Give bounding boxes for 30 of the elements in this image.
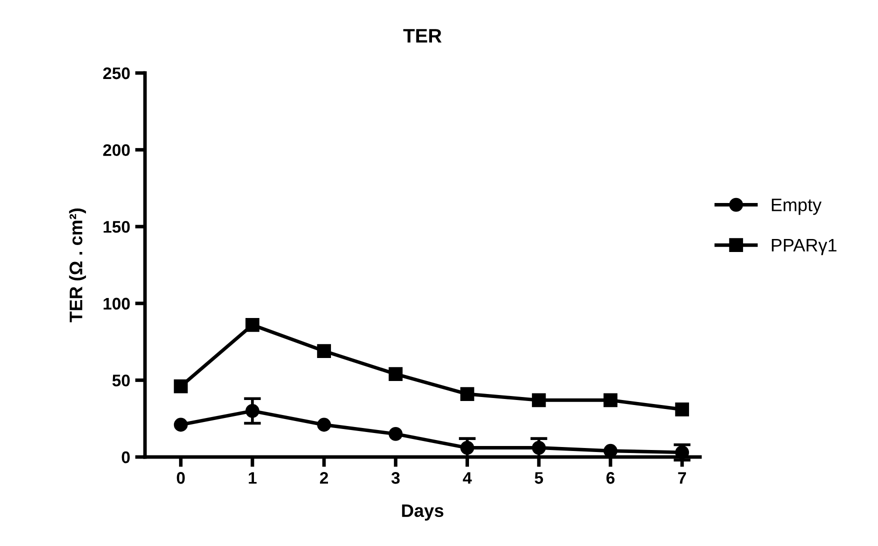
legend-label: PPARγ1 — [772, 239, 836, 256]
point — [388, 367, 403, 381]
y-tick-label: 250 — [103, 67, 130, 80]
x-tick-label: 4 — [462, 472, 472, 484]
x-tick-label: 1 — [248, 472, 257, 484]
point — [317, 344, 331, 358]
x-tick-label: 3 — [391, 472, 400, 484]
point — [460, 387, 474, 401]
y-tick-label: 0 — [122, 451, 130, 464]
x-tick-label: 0 — [176, 472, 185, 484]
point — [388, 427, 403, 441]
point — [675, 402, 690, 416]
point — [532, 393, 546, 408]
y-tick-label: 200 — [103, 144, 130, 156]
x-tick-label: 2 — [320, 472, 328, 484]
point — [317, 418, 331, 432]
x-tick-label: 7 — [678, 472, 686, 484]
y-tick-label: 100 — [104, 298, 130, 310]
chart-title: TER — [403, 29, 442, 42]
x-tick-label: 6 — [606, 472, 615, 484]
x-axis-title: Days — [402, 504, 444, 521]
point — [174, 379, 188, 394]
y-tick-label: 50 — [112, 374, 130, 386]
point — [174, 418, 188, 432]
point — [245, 318, 260, 332]
legend-label: Empty — [772, 198, 822, 215]
x-tick-label: 5 — [534, 472, 544, 484]
y-axis-title: TER (Ω . cm²) — [69, 208, 86, 322]
y-tick-label: 150 — [104, 221, 130, 233]
point — [604, 393, 618, 408]
